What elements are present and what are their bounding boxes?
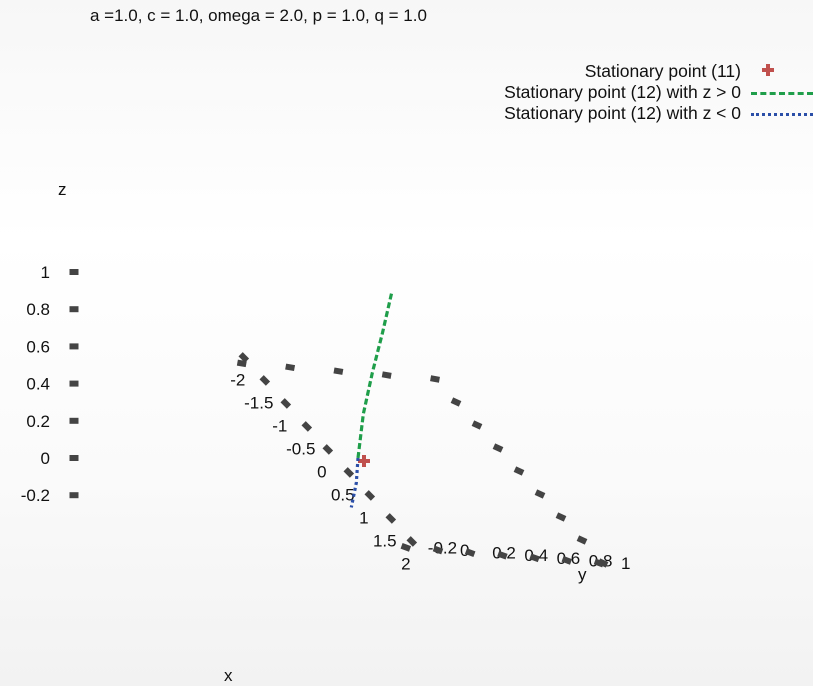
dashed-line-icon bbox=[751, 92, 813, 95]
legend-entry-stationary-12-neg: Stationary point (12) with z < 0 bbox=[333, 103, 813, 124]
x-tick-mark bbox=[322, 444, 334, 455]
z-tick-label: 0 bbox=[41, 449, 50, 468]
x-tick-label: 2 bbox=[401, 554, 410, 573]
box-edge-mark bbox=[381, 371, 392, 379]
z-tick-label: 1 bbox=[41, 263, 50, 282]
y-tick-mark bbox=[529, 553, 540, 563]
chart-legend: Stationary point (11) Stationary point (… bbox=[333, 61, 813, 124]
z-tick-mark bbox=[69, 269, 79, 275]
legend-label-stationary-11: Stationary point (11) bbox=[584, 61, 741, 81]
z-tick-mark bbox=[69, 492, 79, 499]
x-tick-mark bbox=[259, 375, 271, 386]
dotted-line-icon bbox=[751, 113, 813, 116]
series-layer bbox=[349, 292, 394, 508]
z-tick-label: -0.2 bbox=[21, 486, 50, 505]
legend-entry-stationary-11: Stationary point (11) bbox=[333, 61, 813, 82]
chart-title: a =1.0, c = 1.0, omega = 2.0, p = 1.0, q… bbox=[90, 6, 427, 25]
box-edge-mark bbox=[285, 363, 296, 372]
tick-layer: -0.200.20.40.60.81-0.200.20.40.60.81-2-1… bbox=[21, 263, 631, 573]
y-tick-mark bbox=[497, 550, 508, 560]
x-tick-mark bbox=[364, 490, 376, 501]
x-tick-mark bbox=[343, 467, 355, 478]
legend-entry-stationary-12-pos: Stationary point (12) with z > 0 bbox=[333, 82, 813, 103]
legend-label-stationary-12-neg: Stationary point (12) with z < 0 bbox=[504, 103, 741, 123]
z-axis-title: z bbox=[58, 180, 67, 199]
x-tick-label: 1.5 bbox=[373, 531, 397, 550]
box-edge-mark bbox=[471, 420, 483, 430]
x-tick-label: -0.5 bbox=[286, 439, 315, 458]
x-tick-mark bbox=[238, 352, 250, 363]
box-edge-mark bbox=[534, 489, 546, 499]
x-tick-mark bbox=[385, 513, 397, 524]
series-line-stationary-12-pos bbox=[356, 292, 394, 459]
cross-marker-icon bbox=[761, 63, 775, 77]
z-tick-mark bbox=[69, 417, 79, 424]
z-tick-label: 0.2 bbox=[26, 412, 50, 431]
y-tick-mark bbox=[432, 545, 444, 555]
box-edge-mark bbox=[450, 397, 462, 407]
x-tick-label: -1.5 bbox=[244, 393, 273, 412]
x-tick-label: 0 bbox=[317, 462, 326, 481]
z-tick-label: 0.4 bbox=[26, 375, 50, 394]
box-edge-mark bbox=[430, 375, 440, 383]
box-edge-mark bbox=[576, 535, 588, 545]
x-tick-label: 1 bbox=[359, 508, 368, 527]
y-tick-label: 0 bbox=[460, 541, 469, 560]
x-tick-mark bbox=[280, 398, 292, 409]
x-tick-label: -2 bbox=[230, 370, 245, 389]
y-tick-mark bbox=[400, 543, 412, 552]
box-edge-mark bbox=[597, 558, 609, 568]
y-tick-mark bbox=[464, 548, 476, 557]
x-axis-title: x bbox=[224, 666, 233, 685]
z-tick-mark bbox=[69, 306, 79, 313]
x-tick-mark bbox=[406, 536, 418, 547]
y-tick-label: 1 bbox=[621, 554, 630, 573]
z-tick-mark bbox=[69, 455, 79, 461]
z-tick-mark bbox=[69, 380, 79, 387]
box-edge-mark bbox=[236, 359, 247, 368]
z-tick-mark bbox=[69, 343, 79, 350]
box-edge-mark bbox=[333, 367, 344, 375]
z-tick-label: 0.8 bbox=[26, 300, 50, 319]
y-tick-mark bbox=[561, 556, 573, 565]
x-tick-label: 0.5 bbox=[331, 485, 355, 504]
y-axis-title: y bbox=[578, 565, 587, 584]
box-edge-mark bbox=[492, 443, 504, 453]
legend-label-stationary-12-pos: Stationary point (12) with z > 0 bbox=[504, 82, 741, 102]
box-edge-mark bbox=[555, 512, 567, 522]
stationary-point-11-marker bbox=[358, 455, 370, 467]
series-line-stationary-12-neg bbox=[349, 457, 360, 508]
y-tick-label: -0.2 bbox=[428, 538, 457, 557]
box-edge-mark bbox=[513, 466, 525, 476]
z-tick-label: 0.6 bbox=[26, 337, 50, 356]
x-tick-mark bbox=[301, 421, 313, 432]
x-tick-label: -1 bbox=[272, 416, 287, 435]
